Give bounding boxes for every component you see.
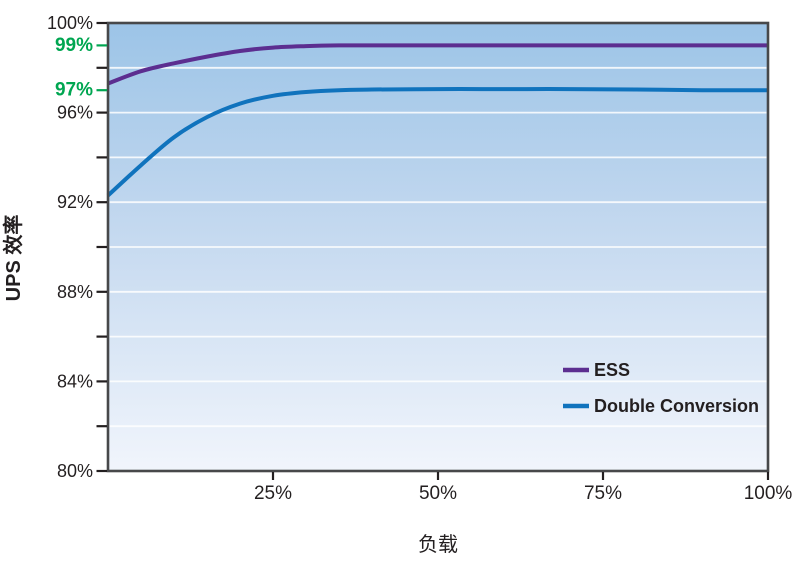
- legend-label-ess: ESS: [594, 360, 630, 380]
- x-axis-title: 负载: [418, 533, 458, 556]
- legend-label-double-conversion: Double Conversion: [594, 396, 759, 416]
- y-axis-tick-label: 80%: [57, 461, 93, 481]
- series-line-double-conversion: [106, 87, 769, 197]
- series-line-ess: [107, 43, 768, 86]
- y-axis-tick-label: 88%: [57, 282, 93, 302]
- x-axis-tick-label: 100%: [744, 483, 793, 504]
- y-axis-tick-label: 96%: [57, 103, 93, 123]
- y-axis-tick-label: 92%: [57, 192, 93, 212]
- gridlines-layer: [109, 66, 767, 428]
- x-axis-tick-label: 50%: [419, 483, 457, 504]
- x-axis-tick-label: 75%: [584, 483, 622, 504]
- series-layer: [106, 43, 769, 197]
- y-axis-tick-label: 84%: [57, 371, 93, 391]
- plot-frame: [106, 21, 770, 473]
- y-axis-tick-label: 100%: [47, 13, 93, 33]
- legend: ESS Double Conversion: [563, 360, 759, 416]
- y-axis-highlight-label: 99%: [55, 35, 93, 56]
- y-axis-highlight-label: 97%: [55, 80, 93, 101]
- y-axis-title: UPS 效率: [1, 215, 25, 302]
- axis-ticks-layer: 100%99%97%96%92%88%84%80%25% 50% 75% 100%: [47, 13, 792, 504]
- x-axis-tick-label: 25%: [254, 483, 292, 504]
